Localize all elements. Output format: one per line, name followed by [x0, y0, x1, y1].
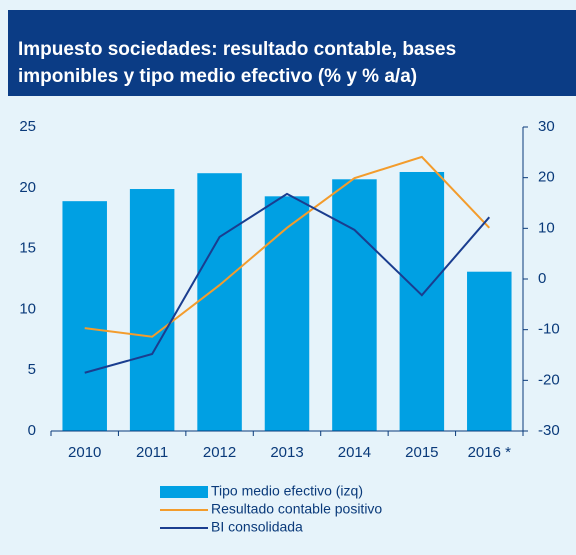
y2-tick-label: -10	[538, 321, 560, 338]
y2-tick-label: 10	[538, 219, 555, 236]
bar	[399, 171, 445, 431]
x-tick-label: 2015	[405, 444, 438, 461]
x-tick-label: 2014	[338, 444, 371, 461]
title-band	[8, 10, 576, 96]
x-tick-label: 2016 *	[468, 444, 512, 461]
x-tick-label: 2011	[136, 444, 168, 461]
y-tick-label: 0	[28, 422, 36, 439]
legend-label: Resultado contable positivo	[211, 501, 382, 517]
bar	[467, 271, 512, 431]
y2-tick-label: -30	[538, 422, 560, 439]
line	[84, 192, 491, 374]
y2-tick-label: 30	[538, 118, 555, 135]
bar	[197, 173, 242, 431]
bar	[264, 196, 310, 431]
bar	[129, 189, 175, 431]
legend-label: BI consolidada	[211, 519, 303, 535]
y-tick-label: 15	[19, 240, 36, 257]
y2-tick-label: -20	[538, 371, 560, 388]
x-tick-label: 2012	[203, 444, 236, 461]
y-tick-label: 5	[28, 361, 36, 378]
legend-swatch	[160, 486, 208, 498]
chart-title: Impuesto sociedades: resultado contable,…	[18, 39, 456, 60]
y2-tick-label: 0	[538, 270, 546, 287]
y-tick-label: 20	[19, 179, 36, 196]
y-tick-label: 25	[19, 118, 36, 135]
bar	[332, 179, 377, 431]
y-tick-label: 10	[19, 300, 36, 317]
legend-label: Tipo medio efectivo (izq)	[211, 483, 363, 499]
chart-title: imponibles y tipo medio efectivo (% y % …	[18, 66, 417, 87]
x-tick-label: 2013	[270, 444, 303, 461]
line	[84, 155, 491, 338]
x-tick-label: 2010	[68, 444, 101, 461]
bar	[62, 201, 107, 431]
y2-tick-label: 20	[538, 169, 555, 186]
